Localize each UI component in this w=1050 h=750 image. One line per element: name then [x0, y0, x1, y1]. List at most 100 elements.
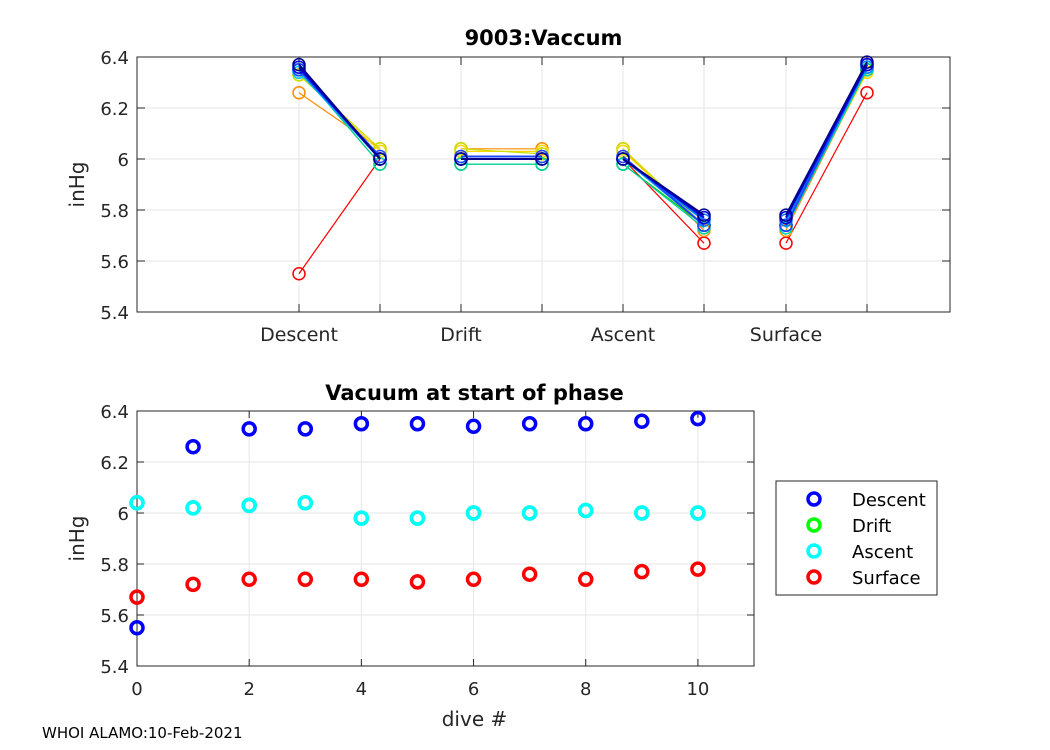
- bottom-ytick-label: 6.2: [100, 453, 129, 474]
- bottom-point-ascent: [185, 500, 201, 516]
- bottom-point-descent: [185, 438, 201, 455]
- top-phase-segment: [298, 92, 381, 150]
- bottom-point-ascent: [690, 505, 706, 521]
- top-point: [373, 152, 387, 166]
- bottom-point-ascent: [521, 505, 538, 521]
- legend-marker: [806, 491, 822, 507]
- bottom-point-surface: [521, 566, 538, 582]
- bottom-point-ascent: [465, 505, 482, 521]
- top-phase-segment: [785, 61, 868, 216]
- top-ytick-label: 6.4: [100, 48, 129, 69]
- top-phase-segment: [622, 158, 705, 216]
- legend-item-drift: Drift: [806, 516, 891, 537]
- top-xtick-label-ascent: Ascent: [591, 324, 656, 346]
- top-ytick-label: 5.8: [100, 201, 129, 222]
- top-point: [860, 55, 874, 69]
- bottom-point-surface: [409, 574, 426, 590]
- top-series-dive-10: [292, 55, 874, 222]
- top-phase-segment: [622, 163, 705, 229]
- bottom-point-ascent: [577, 502, 594, 519]
- bottom-x-axis-label: dive #: [442, 707, 508, 731]
- bottom-point-descent: [577, 416, 594, 432]
- bottom-plot-border: [136, 410, 755, 667]
- legend-item-surface: Surface: [806, 568, 921, 589]
- top-xtick-label-drift: Drift: [440, 324, 482, 346]
- bottom-point-surface: [129, 589, 145, 605]
- bottom-point-ascent: [409, 510, 426, 526]
- legend-box: [775, 480, 938, 596]
- top-point: [860, 85, 874, 100]
- bottom-point-ascent: [241, 497, 257, 514]
- top-point: [616, 142, 630, 156]
- top-phase-segment: [298, 158, 381, 275]
- bottom-xtick-label: 10: [686, 679, 709, 700]
- bottom-xtick-label: 4: [356, 679, 367, 700]
- bottom-point-ascent: [129, 495, 145, 511]
- bottom-y-axis-label: inHg: [65, 516, 89, 562]
- legend-marker: [806, 569, 822, 585]
- top-point: [292, 85, 306, 100]
- top-point: [616, 152, 630, 166]
- top-series-group: [292, 55, 874, 281]
- bottom-point-surface: [577, 571, 594, 588]
- legend: Descent Drift Ascent Surface: [775, 480, 938, 596]
- bottom-point-descent: [521, 416, 538, 432]
- bottom-point-descent: [353, 416, 370, 432]
- bottom-point-surface: [690, 561, 706, 577]
- top-phase-segment: [785, 92, 868, 244]
- top-chart-title: 9003:Vaccum: [465, 26, 623, 50]
- bottom-point-surface: [241, 571, 257, 588]
- legend-label: Ascent: [852, 542, 913, 563]
- top-point: [779, 208, 793, 222]
- legend-label: Surface: [852, 568, 921, 589]
- bottom-point-surface: [353, 571, 370, 588]
- top-xtick-label-surface: Surface: [750, 324, 822, 346]
- bottom-plot-area: [137, 411, 754, 666]
- bottom-xtick-label: 8: [580, 679, 591, 700]
- bottom-series-descent: [129, 410, 706, 636]
- top-xtick-label-descent: Descent: [260, 324, 338, 346]
- top-ytick-label: 6: [118, 150, 129, 171]
- bottom-point-surface: [634, 563, 650, 580]
- top-y-axis-label: inHg: [65, 162, 89, 208]
- bottom-point-surface: [297, 571, 314, 588]
- legend-label: Descent: [852, 490, 926, 511]
- legend-item-ascent: Ascent: [806, 542, 913, 563]
- top-point: [292, 57, 306, 72]
- top-point: [454, 152, 468, 166]
- bottom-chart-title: Vacuum at start of phase: [325, 381, 624, 405]
- bottom-point-ascent: [297, 495, 314, 511]
- top-phase-segment: [298, 63, 381, 160]
- bottom-ytick-label: 6.4: [100, 402, 129, 423]
- bottom-xtick-label: 2: [243, 679, 254, 700]
- bottom-point-descent: [409, 416, 426, 432]
- bottom-point-descent: [634, 413, 650, 429]
- top-phase-segment: [622, 158, 705, 244]
- top-phase-segment: [785, 69, 868, 229]
- bottom-xtick-label: 0: [131, 679, 142, 700]
- top-point: [292, 267, 306, 281]
- bottom-ytick-label: 5.8: [100, 555, 129, 576]
- top-plot-area: [137, 57, 950, 312]
- legend-label: Drift: [852, 516, 891, 537]
- bottom-point-ascent: [634, 505, 650, 521]
- bottom-series-surface: [129, 561, 706, 605]
- top-ytick-label: 5.6: [100, 252, 129, 273]
- legend-marker: [806, 543, 822, 559]
- bottom-ytick-label: 5.6: [100, 606, 129, 627]
- bottom-series-group: [129, 410, 706, 636]
- bottom-point-descent: [297, 421, 314, 437]
- top-point: [697, 208, 711, 222]
- top-ytick-label: 6.2: [100, 99, 129, 120]
- top-ytick-label: 5.4: [100, 303, 129, 324]
- bottom-point-surface: [465, 571, 482, 588]
- bottom-ytick-label: 6: [118, 504, 129, 525]
- top-phase-segment: [460, 148, 543, 155]
- top-point: [697, 218, 711, 233]
- footer-text: WHOI ALAMO:10-Feb-2021: [42, 724, 243, 742]
- top-point: [779, 218, 793, 233]
- top-phase-segment: [785, 64, 868, 219]
- bottom-point-descent: [465, 418, 482, 435]
- bottom-point-descent: [690, 410, 706, 427]
